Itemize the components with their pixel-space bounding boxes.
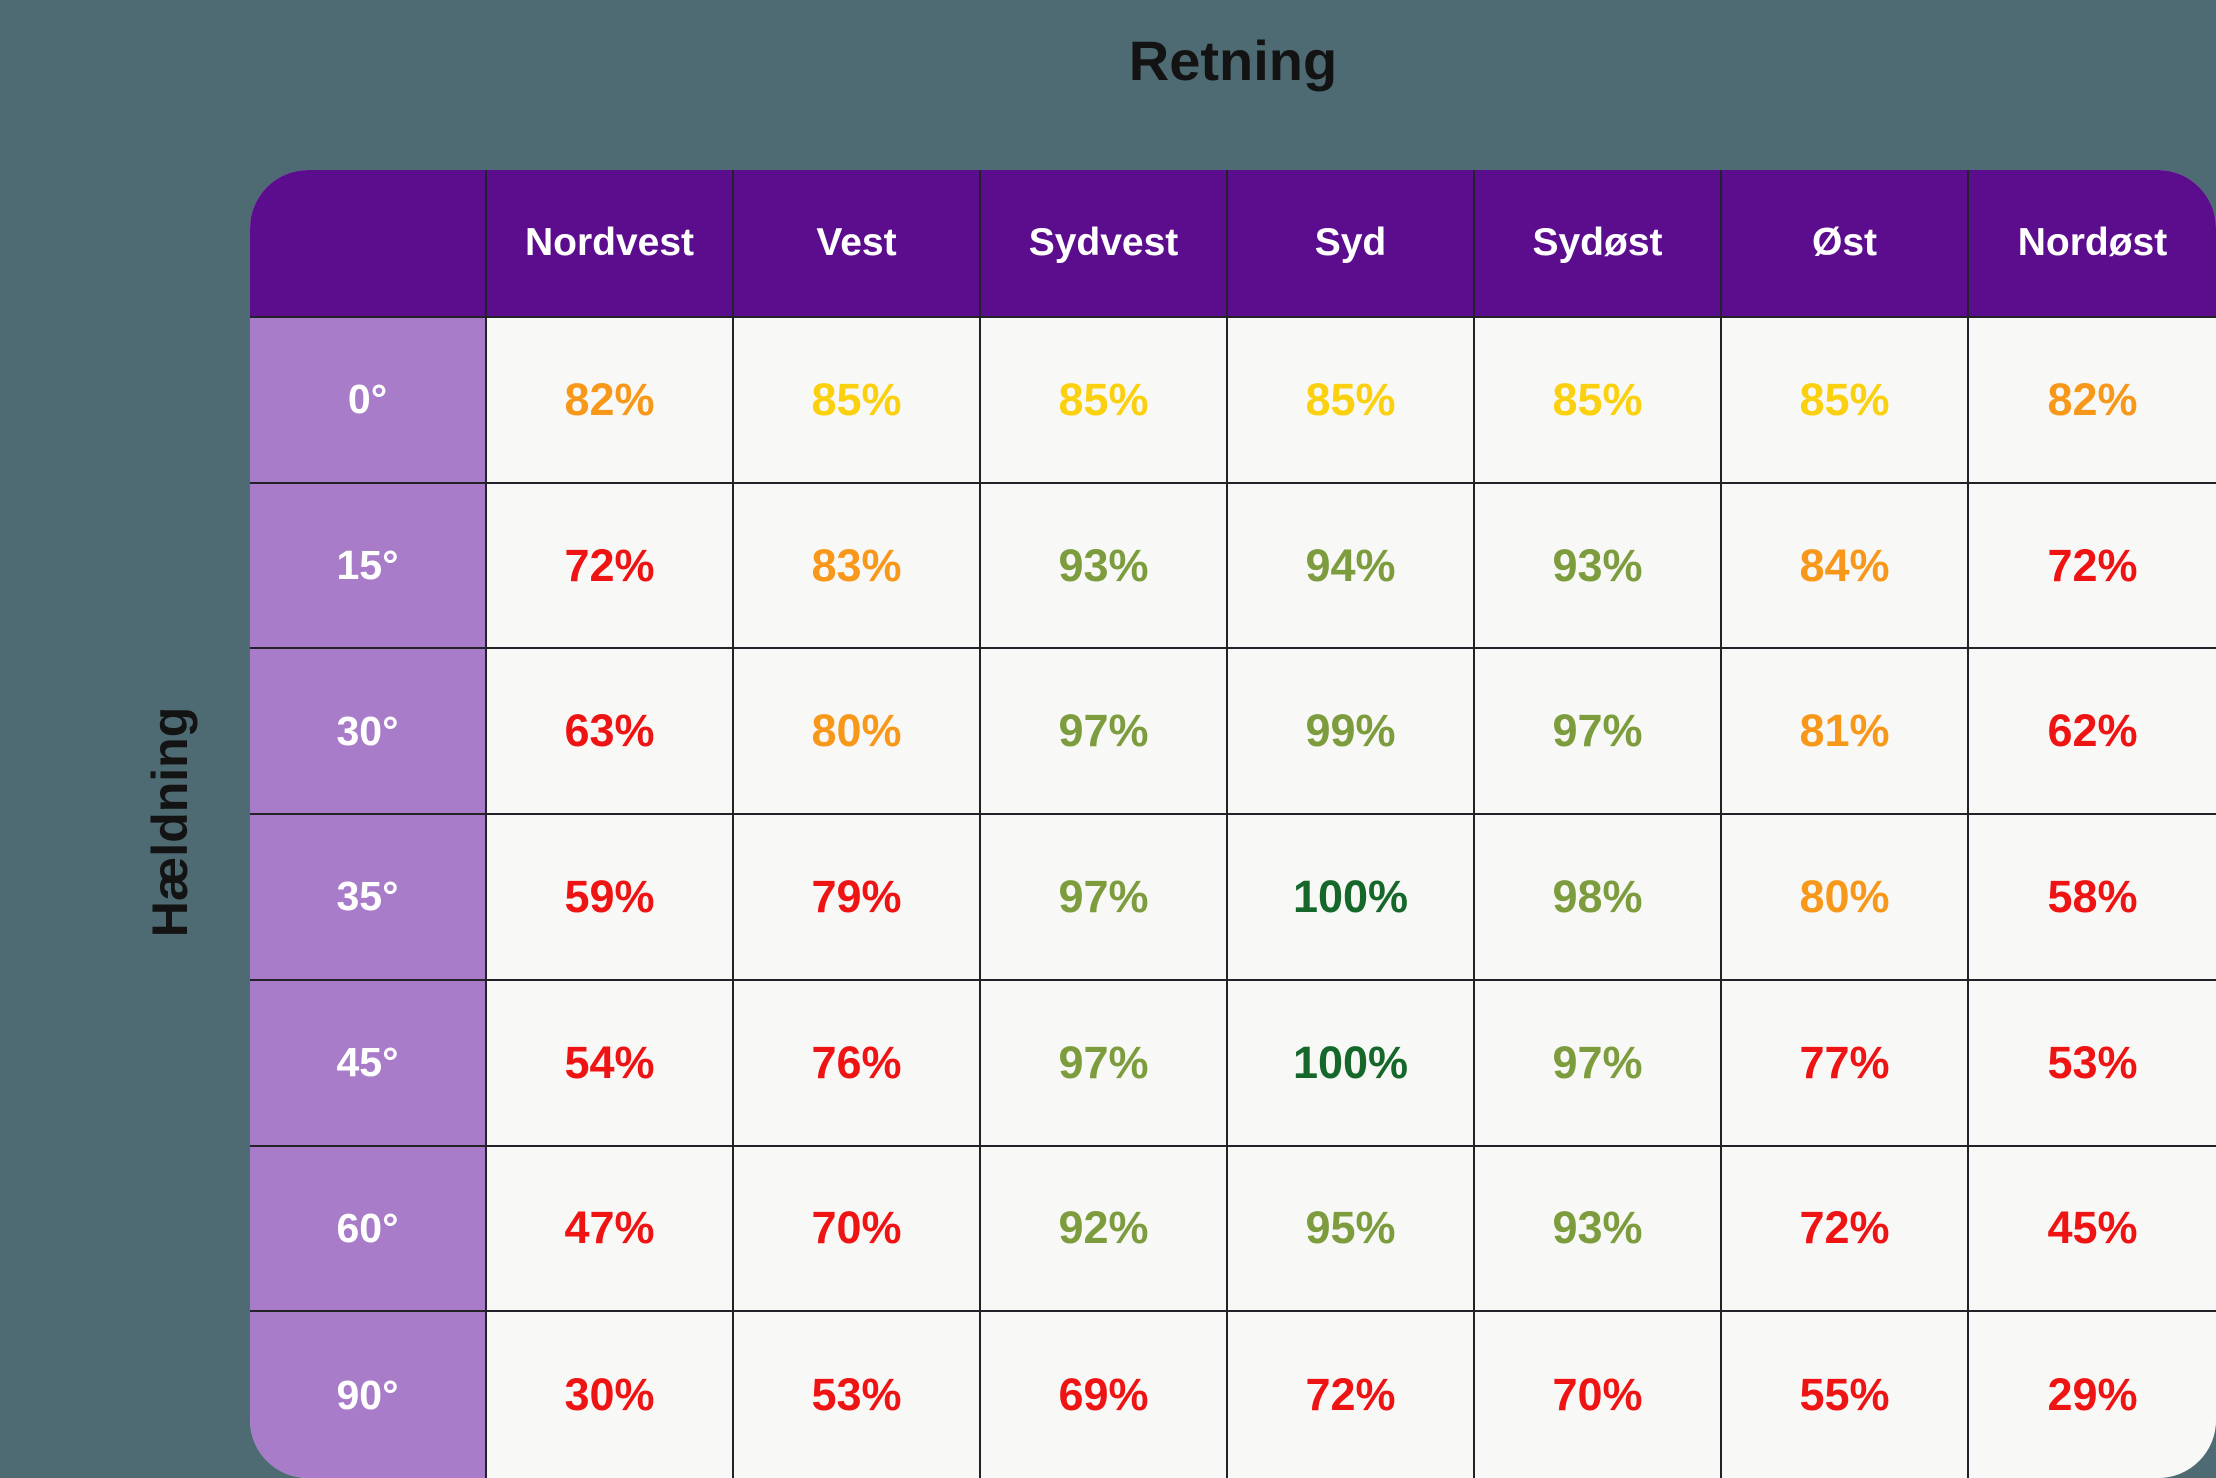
value-cell: 45%: [1969, 1146, 2216, 1313]
value-cell: 93%: [1475, 1146, 1722, 1313]
value-cell: 83%: [734, 483, 981, 650]
value-cell: 93%: [981, 483, 1228, 650]
row-header-90deg: 90°: [250, 1312, 487, 1478]
value-cell: 70%: [1475, 1312, 1722, 1478]
column-header-vest: Vest: [734, 170, 981, 318]
page-title: Retning: [1128, 29, 1338, 92]
value-cell: 92%: [981, 1146, 1228, 1313]
value-cell: 47%: [487, 1146, 734, 1313]
value-cell: 97%: [1475, 649, 1722, 816]
value-cell: 97%: [981, 980, 1228, 1147]
value-cell: 97%: [981, 649, 1228, 816]
value-cell: 58%: [1969, 815, 2216, 981]
value-cell: 55%: [1722, 1312, 1969, 1478]
value-cell: 97%: [1475, 980, 1722, 1147]
value-cell: 72%: [487, 483, 734, 650]
value-cell: 70%: [734, 1146, 981, 1313]
value-cell: 54%: [487, 980, 734, 1147]
value-cell: 63%: [487, 649, 734, 816]
orientation-tilt-table: Nordvest Vest Sydvest Syd Sydøst Øst Nor…: [250, 170, 2216, 1478]
row-header-0deg: 0°: [250, 318, 487, 484]
value-cell: 59%: [487, 815, 734, 981]
value-cell: 85%: [981, 318, 1228, 484]
value-cell: 69%: [981, 1312, 1228, 1478]
value-cell: 97%: [981, 815, 1228, 981]
y-axis-label: Hældning: [142, 706, 198, 938]
value-cell: 93%: [1475, 483, 1722, 650]
column-header-nordoest: Nordøst: [1969, 170, 2216, 318]
value-cell: 30%: [487, 1312, 734, 1478]
column-header-oest: Øst: [1722, 170, 1969, 318]
row-header-45deg: 45°: [250, 980, 487, 1147]
column-header-sydvest: Sydvest: [981, 170, 1228, 318]
value-cell: 85%: [1228, 318, 1475, 484]
value-cell: 94%: [1228, 483, 1475, 650]
value-cell: 62%: [1969, 649, 2216, 816]
value-cell: 85%: [1475, 318, 1722, 484]
row-header-15deg: 15°: [250, 483, 487, 650]
value-cell: 84%: [1722, 483, 1969, 650]
value-cell: 53%: [734, 1312, 981, 1478]
value-cell: 85%: [734, 318, 981, 484]
value-cell: 100%: [1228, 815, 1475, 981]
value-cell: 82%: [487, 318, 734, 484]
value-cell: 76%: [734, 980, 981, 1147]
value-cell: 29%: [1969, 1312, 2216, 1478]
column-header-syd: Syd: [1228, 170, 1475, 318]
value-cell: 100%: [1228, 980, 1475, 1147]
value-cell: 81%: [1722, 649, 1969, 816]
value-cell: 98%: [1475, 815, 1722, 981]
value-cell: 79%: [734, 815, 981, 981]
value-cell: 77%: [1722, 980, 1969, 1147]
value-cell: 80%: [734, 649, 981, 816]
value-cell: 72%: [1228, 1312, 1475, 1478]
value-cell: 85%: [1722, 318, 1969, 484]
row-header-60deg: 60°: [250, 1146, 487, 1313]
corner-cell: [250, 170, 487, 318]
row-header-30deg: 30°: [250, 649, 487, 816]
value-cell: 72%: [1722, 1146, 1969, 1313]
value-cell: 53%: [1969, 980, 2216, 1147]
row-header-35deg: 35°: [250, 815, 487, 981]
value-cell: 80%: [1722, 815, 1969, 981]
value-cell: 72%: [1969, 483, 2216, 650]
column-header-sydoest: Sydøst: [1475, 170, 1722, 318]
value-cell: 99%: [1228, 649, 1475, 816]
value-cell: 95%: [1228, 1146, 1475, 1313]
column-header-nordvest: Nordvest: [487, 170, 734, 318]
value-cell: 82%: [1969, 318, 2216, 484]
